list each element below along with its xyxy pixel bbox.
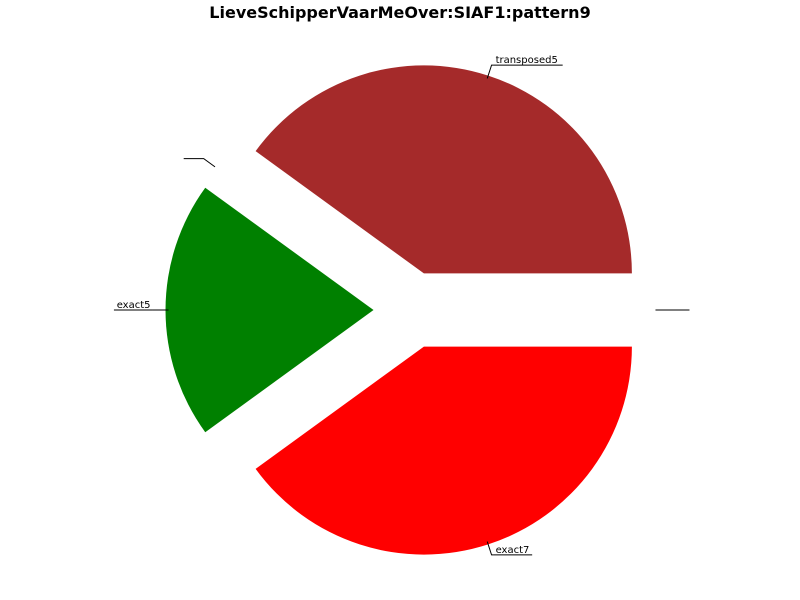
chart-title: LieveSchipperVaarMeOver:SIAF1:pattern9 bbox=[209, 3, 590, 22]
leader-line-transposed5-1 bbox=[486, 64, 494, 79]
slice-label-exact7: exact7 bbox=[496, 545, 530, 556]
pie-slice-transposed5 bbox=[255, 65, 632, 274]
slice-label-exact5: exact5 bbox=[117, 300, 151, 311]
pie-slice-exact7 bbox=[255, 346, 632, 555]
pie-slice-exact5 bbox=[165, 187, 374, 433]
leader-line-empty-2 bbox=[183, 158, 216, 168]
leader-line-exact7-4 bbox=[486, 541, 494, 556]
slice-label-transposed5: transposed5 bbox=[496, 55, 558, 66]
